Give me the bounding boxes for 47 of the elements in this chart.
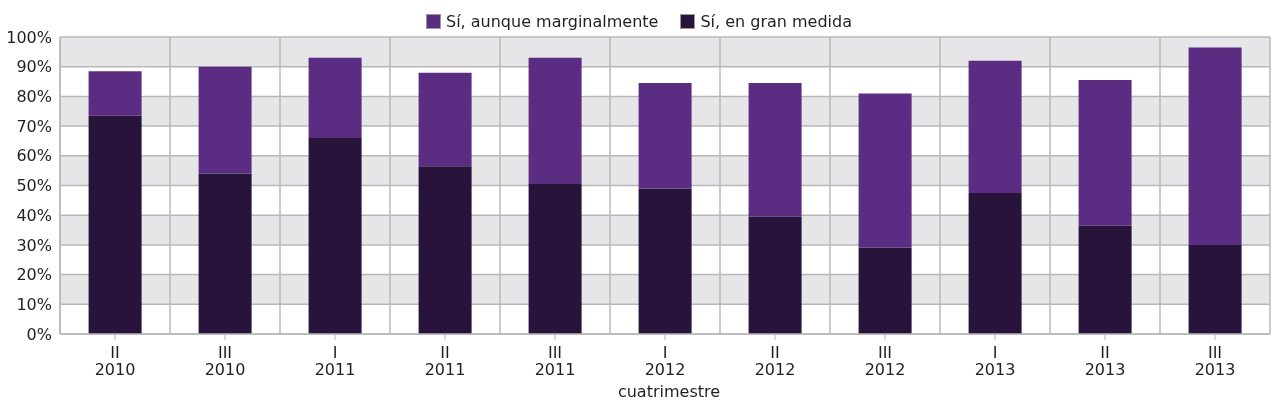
- bar: [528, 57, 582, 185]
- bar: [858, 247, 912, 334]
- x-tick-label: II 2010: [94, 343, 136, 380]
- bar: [198, 173, 252, 334]
- bar: [638, 188, 692, 334]
- x-tick-label: III 2010: [204, 343, 246, 380]
- y-tick-label: 30%: [16, 235, 52, 255]
- bar: [88, 71, 142, 116]
- x-tick-label: II 2013: [1084, 343, 1126, 380]
- x-tick-label: I 2013: [974, 343, 1016, 380]
- y-tick-label: 80%: [16, 87, 52, 107]
- x-tick-label: I 2012: [644, 343, 686, 380]
- bar: [1078, 225, 1132, 334]
- y-tick-label: 70%: [16, 116, 52, 136]
- bar: [88, 115, 142, 334]
- bar: [968, 192, 1022, 334]
- x-tick-label: II 2012: [754, 343, 796, 380]
- bar: [968, 60, 1022, 193]
- y-tick-label: 40%: [16, 205, 52, 225]
- bar: [198, 66, 252, 174]
- y-tick-label: 100%: [6, 27, 52, 47]
- x-axis-title: cuatrimestre: [616, 382, 722, 401]
- bar: [1188, 47, 1242, 245]
- bar: [748, 83, 802, 217]
- y-tick-label: 50%: [16, 176, 52, 196]
- x-tick-label: III 2011: [534, 343, 576, 380]
- bar: [308, 57, 362, 138]
- y-tick-label: 0%: [26, 324, 52, 344]
- bar: [1078, 80, 1132, 226]
- x-tick-label: III 2013: [1194, 343, 1236, 380]
- bar: [528, 184, 582, 334]
- legend-label: Sí, aunque marginalmente: [444, 12, 659, 31]
- legend-label: Sí, en gran medida: [699, 12, 853, 31]
- y-tick-label: 20%: [16, 265, 52, 285]
- y-tick-label: 60%: [16, 146, 52, 166]
- x-tick-label: III 2012: [864, 343, 906, 380]
- x-tick-label: I 2011: [314, 343, 356, 380]
- y-tick-label: 90%: [16, 57, 52, 77]
- bar: [418, 166, 472, 334]
- bar: [1188, 244, 1242, 334]
- bar: [638, 83, 692, 189]
- bar: [308, 137, 362, 334]
- y-tick-label: 10%: [16, 294, 52, 314]
- bar: [418, 72, 472, 167]
- x-tick-label: II 2011: [424, 343, 466, 380]
- bar: [748, 216, 802, 334]
- bar: [858, 93, 912, 248]
